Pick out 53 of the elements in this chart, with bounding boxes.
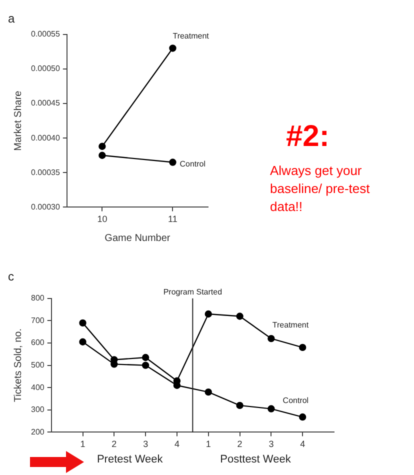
y-tick-label: 0.00045 (30, 98, 60, 108)
y-tick-label: 0.00055 (30, 30, 60, 39)
point (204, 388, 212, 396)
x-tick-label: 2 (112, 439, 117, 450)
y-tick-label: 500 (30, 360, 45, 370)
y-axis-title: Market Share (12, 90, 24, 151)
point (268, 334, 275, 342)
y-tick-label: 0.00030 (30, 202, 60, 212)
y-tick-label: 600 (30, 338, 45, 348)
point (268, 405, 275, 412)
point (169, 158, 176, 166)
point (79, 319, 86, 327)
point (236, 312, 244, 320)
point (98, 142, 106, 150)
point (298, 344, 306, 352)
x-tick-label: 1 (206, 439, 211, 450)
point (142, 354, 150, 362)
text: #2: (286, 120, 330, 154)
text: Posttest Week (220, 454, 292, 466)
y-tick-label: 0.00050 (30, 64, 60, 74)
series-label: Control (282, 396, 309, 406)
text: Program Started (163, 288, 222, 297)
y-tick-label: 0.00040 (30, 133, 60, 142)
y-tick-label: 700 (30, 316, 45, 325)
x-tick-label: 3 (143, 439, 148, 450)
point (298, 413, 306, 421)
y-tick-label: 300 (30, 405, 45, 414)
x-tick-label: 4 (300, 439, 306, 450)
y-tick-label: 0.00035 (30, 168, 60, 177)
chart-title: c (8, 270, 14, 284)
x-tick-label: 4 (174, 439, 180, 450)
x-tick-label: 11 (168, 214, 178, 224)
chart-title: a (8, 12, 15, 26)
series-label: Treatment (272, 320, 310, 330)
point (79, 338, 86, 346)
x-tick-label: 1 (80, 439, 86, 450)
point (204, 310, 212, 318)
series-label: Treatment (172, 31, 210, 40)
text: Always get your baseline/ pre-test data!! (270, 162, 371, 216)
text: Pretest Week (96, 454, 164, 466)
x-tick-label: 10 (97, 214, 108, 224)
point (236, 402, 244, 410)
y-axis-title: Tickets Sold, no. (12, 328, 24, 402)
x-tick-label: 2 (237, 439, 242, 450)
y-tick-label: 800 (30, 294, 45, 303)
series-label: Control (180, 159, 206, 168)
x-axis-title: Game Number (104, 232, 171, 244)
x-tick-label: 3 (268, 439, 274, 450)
point (142, 362, 150, 369)
point (169, 44, 176, 52)
point (98, 152, 106, 159)
y-tick-label: 200 (30, 427, 45, 436)
y-tick-label: 400 (30, 382, 45, 392)
